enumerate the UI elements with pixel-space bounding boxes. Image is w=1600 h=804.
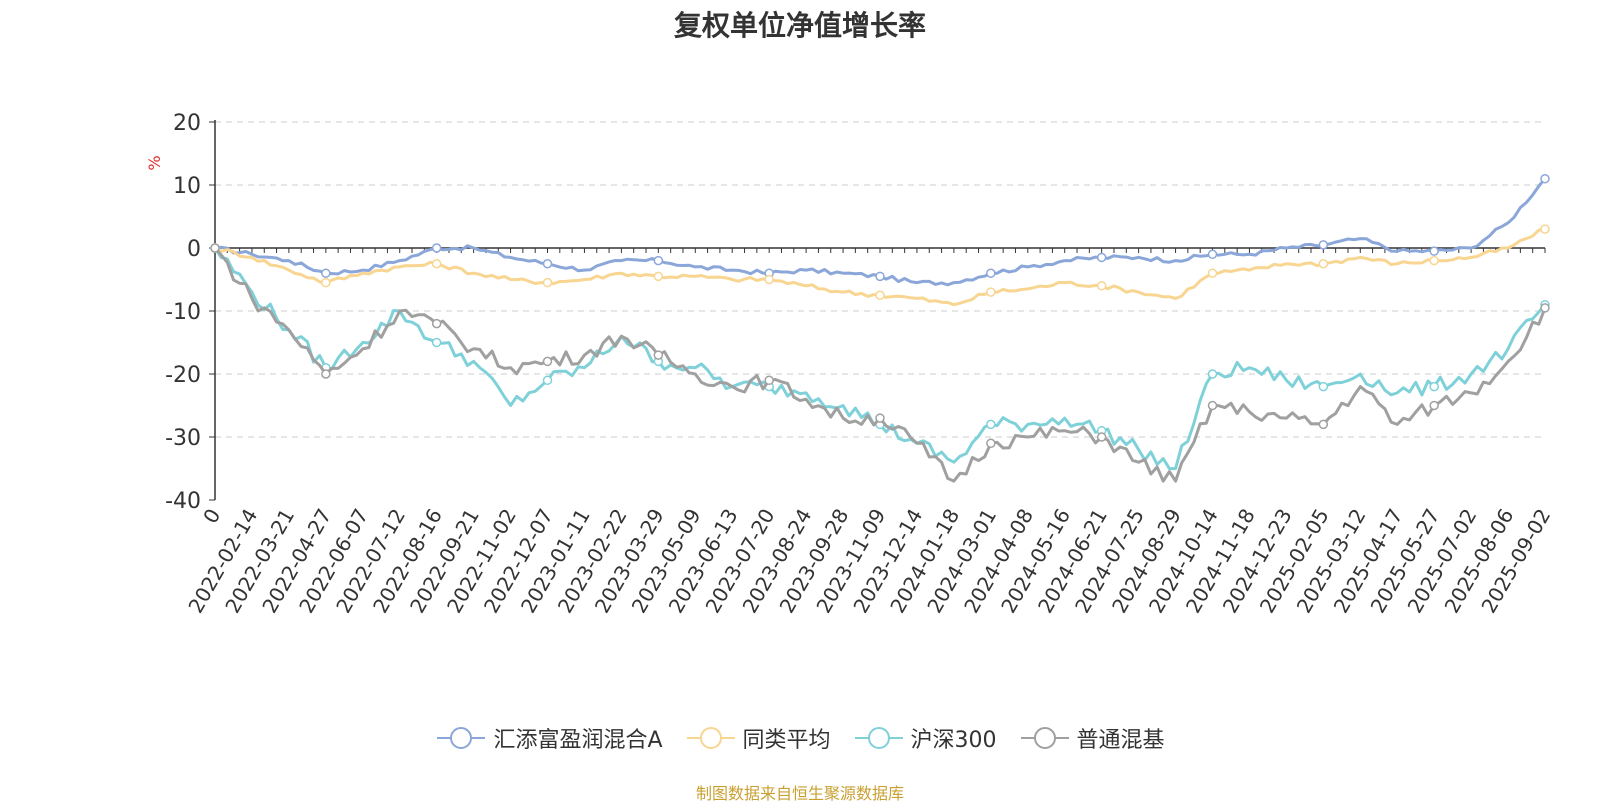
data-point <box>1318 419 1329 430</box>
legend-label: 普通混基 <box>1076 728 1165 753</box>
y-tick-label: 0 <box>187 237 201 262</box>
data-point <box>1096 281 1107 291</box>
data-point <box>1540 224 1550 234</box>
y-tick-label: -30 <box>165 426 201 451</box>
data-point <box>1318 381 1329 392</box>
data-point <box>986 419 996 430</box>
y-tick-label: -20 <box>165 363 201 388</box>
legend-label: 同类平均 <box>742 728 831 753</box>
line-chart: 20100-10-20-30-40%02022-02-142022-03-212… <box>145 111 1555 617</box>
data-point <box>1096 432 1107 442</box>
data-point <box>1429 255 1439 266</box>
legend-marker-icon <box>686 727 735 749</box>
data-source-note: 制图数据来自恒生聚源数据库 <box>695 784 904 803</box>
data-point <box>210 243 220 253</box>
data-point <box>1429 400 1439 411</box>
legend-label: 汇添富盈润混合A <box>493 728 663 753</box>
data-point <box>986 268 996 278</box>
data-point <box>431 318 442 329</box>
data-point <box>1318 259 1329 269</box>
y-tick-label: 20 <box>173 111 201 136</box>
data-point <box>764 274 774 285</box>
data-point <box>431 259 442 269</box>
data-point <box>431 243 442 253</box>
data-point <box>875 290 885 300</box>
data-point <box>431 337 442 348</box>
data-point <box>542 259 553 269</box>
legend-item[interactable]: 同类平均 <box>685 722 831 754</box>
legend-item[interactable]: 沪深300 <box>853 722 997 754</box>
legend-marker-icon <box>437 727 486 749</box>
data-point <box>1207 268 1218 278</box>
data-point <box>986 287 996 297</box>
data-point <box>653 271 664 282</box>
x-tick-label: 0 <box>198 505 225 528</box>
data-point <box>321 277 331 288</box>
legend-marker-icon <box>854 727 903 749</box>
data-point <box>1207 249 1218 260</box>
legend-label: 沪深300 <box>910 728 997 753</box>
data-point <box>321 369 331 379</box>
data-point <box>542 277 553 288</box>
y-tick-label: -40 <box>165 489 201 514</box>
data-point <box>875 413 885 423</box>
series-line <box>214 177 1547 287</box>
legend-item[interactable]: 普通混基 <box>1019 722 1165 754</box>
y-tick-label: -10 <box>165 300 201 325</box>
data-point <box>542 356 553 367</box>
legend-marker-icon <box>1020 727 1069 749</box>
data-point <box>1540 303 1550 313</box>
data-point <box>1429 381 1439 392</box>
data-point <box>1318 240 1329 250</box>
data-point <box>986 438 996 449</box>
data-point <box>1207 369 1218 379</box>
legend-item[interactable]: 汇添富盈润混合A <box>435 722 663 754</box>
legend: 汇添富盈润混合A 同类平均 沪深300 普通混基 <box>0 722 1600 754</box>
data-point <box>1540 173 1550 184</box>
data-point <box>1096 252 1107 263</box>
series-line <box>213 246 1547 483</box>
y-tick-label: 10 <box>173 174 201 199</box>
data-point <box>653 350 664 360</box>
data-point <box>653 255 664 266</box>
y-axis-label: % <box>145 155 164 170</box>
data-point <box>1207 400 1218 411</box>
data-point <box>1429 246 1439 256</box>
data-point <box>542 375 553 386</box>
data-point <box>875 271 885 282</box>
data-point <box>321 268 331 278</box>
chart-title: 复权单位净值增长率 <box>673 9 926 42</box>
data-point <box>764 375 774 386</box>
